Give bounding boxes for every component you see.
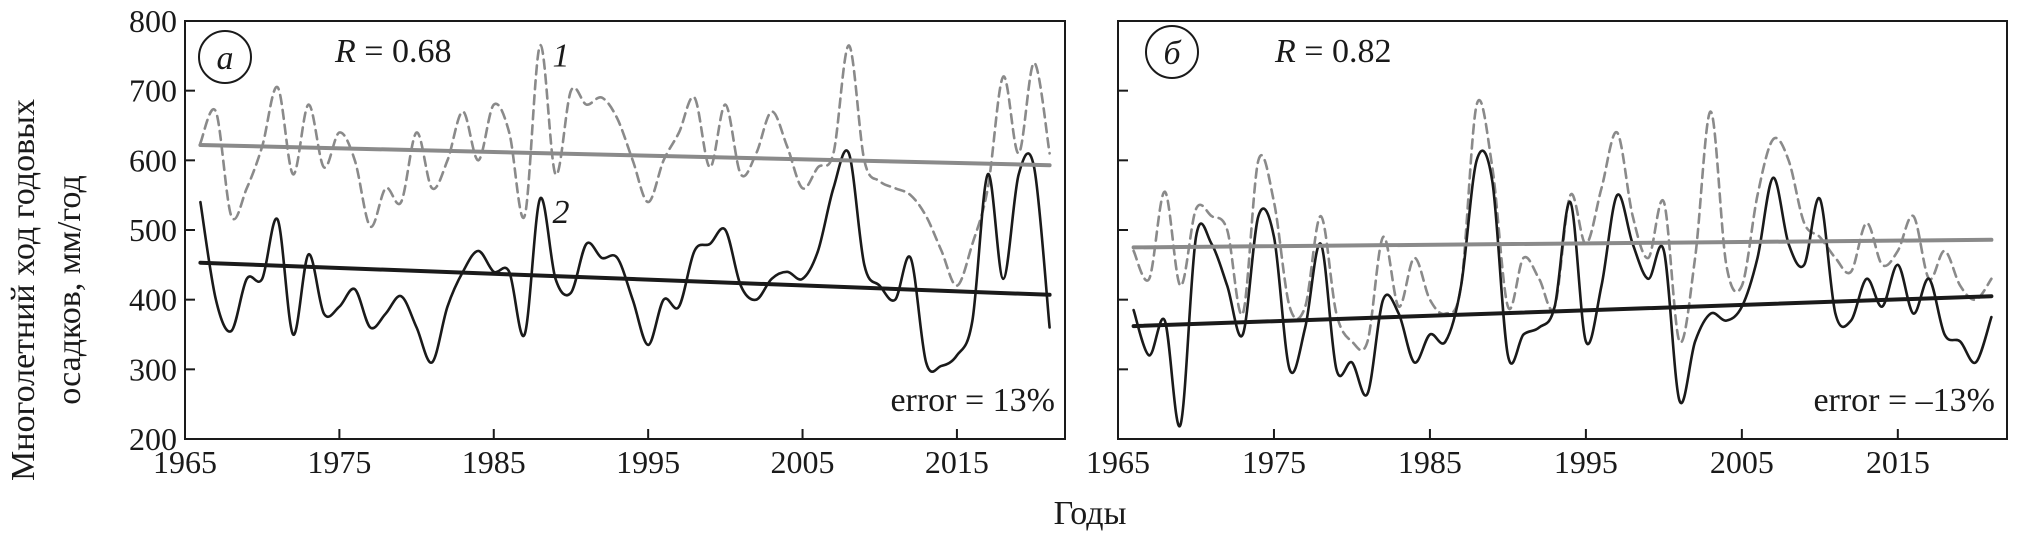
series-line-trend-1 — [1131, 237, 1994, 250]
x-tick-label: 1965 — [1086, 444, 1150, 480]
correlation-annotation: R = 0.82 — [1274, 33, 1391, 70]
series-group — [198, 44, 1052, 374]
series-line-trend-1 — [198, 143, 1052, 168]
series-labels: 12 — [552, 37, 569, 231]
y-tick-label: 600 — [129, 142, 177, 178]
series-number-label: 2 — [552, 194, 569, 231]
panel-label: а — [217, 40, 234, 77]
y-tick-label: 500 — [129, 212, 177, 248]
series-line-2 — [199, 149, 1051, 374]
y-tick-label: 800 — [129, 3, 177, 39]
chart-panel-b: 1965 1975 1985 1995 2005 2015 б R = 0.82 erro… — [1086, 20, 2008, 480]
y-axis-title-line1: Многолетний ход годовых — [5, 99, 42, 481]
panel-label: б — [1163, 35, 1182, 72]
series-line-trend-2 — [198, 260, 1052, 297]
x-tick-label: 1965 — [153, 444, 217, 480]
y-tick-label: 300 — [129, 351, 177, 387]
axis-ticks: 1965 1975 1985 1995 2005 2015 — [1086, 20, 1930, 480]
panel-label-circle — [1145, 25, 1199, 79]
y-tick-label: 700 — [129, 73, 177, 109]
r-symbol: R — [1274, 33, 1296, 70]
r-value: = 0.82 — [1296, 33, 1392, 70]
chart-panel-a: 200 300 400 500 600 700 800 1965 1975 1985 1995 200… — [129, 3, 1066, 480]
r-symbol: R — [334, 33, 356, 70]
y-axis-title-line2: осадков, мм/год — [51, 175, 88, 404]
axis-ticks: 200 300 400 500 600 700 800 1965 1975 1985 1995 200… — [129, 3, 989, 480]
x-tick-label: 1995 — [616, 444, 680, 480]
x-tick-label: 2015 — [1866, 444, 1930, 480]
r-value: = 0.68 — [356, 33, 452, 70]
series-number-label: 1 — [552, 37, 569, 74]
series-group — [1131, 98, 1994, 428]
y-tick-label: 400 — [129, 282, 177, 318]
error-annotation: error = –13% — [1813, 382, 1995, 419]
x-tick-label: 1985 — [1398, 444, 1462, 480]
plot-frame — [184, 20, 1066, 440]
x-tick-label: 2005 — [771, 444, 835, 480]
x-tick-label: 2015 — [925, 444, 989, 480]
x-tick-label: 1995 — [1554, 444, 1618, 480]
series-line-1 — [199, 44, 1051, 287]
x-tick-label: 1975 — [1242, 444, 1306, 480]
series-line-trend-2 — [1131, 294, 1994, 329]
correlation-annotation: R = 0.68 — [334, 33, 451, 70]
series-line-2 — [1132, 149, 1993, 428]
x-tick-label: 1975 — [307, 444, 371, 480]
x-tick-label: 1985 — [462, 444, 526, 480]
x-tick-label: 2005 — [1710, 444, 1774, 480]
error-annotation: error = 13% — [890, 382, 1055, 419]
panel-label-circle — [198, 30, 252, 84]
y-tick-label: 200 — [129, 421, 177, 457]
x-axis-title: Годы — [1054, 495, 1127, 532]
